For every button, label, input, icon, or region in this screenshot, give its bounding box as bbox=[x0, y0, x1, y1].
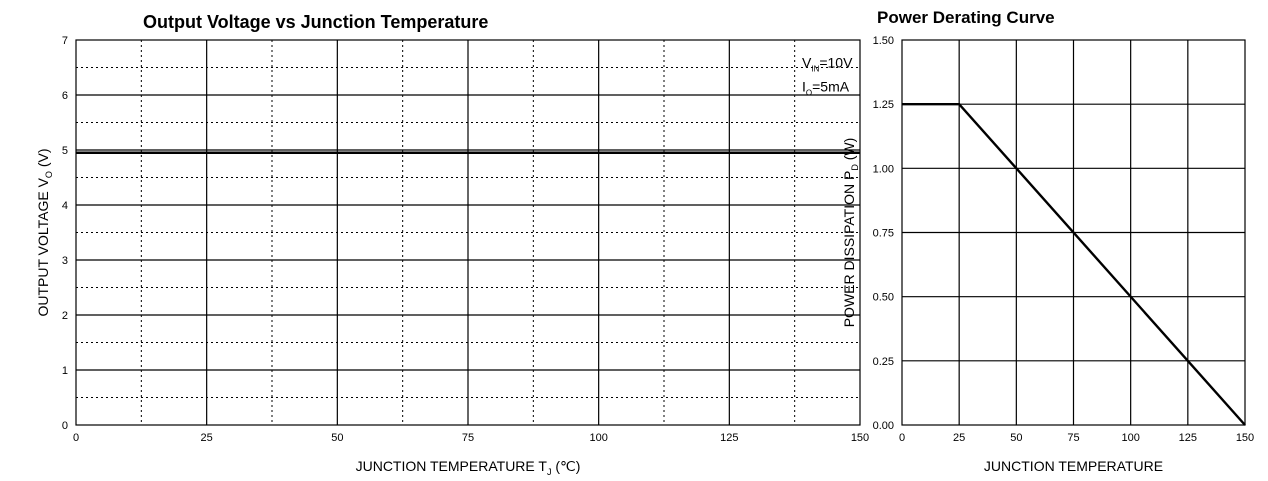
data-line-power-derating bbox=[902, 102, 1246, 426]
x-axis-label: JUNCTION TEMPERATURE TJ (℃) bbox=[356, 458, 581, 477]
plot-frame bbox=[901, 39, 1246, 426]
x-tick-label: 125 bbox=[720, 432, 738, 444]
y-tick-label: 4 bbox=[62, 200, 68, 212]
x-tick-label: 100 bbox=[1121, 432, 1139, 444]
x-tick-label: 0 bbox=[899, 432, 905, 444]
y-tick-label: 0.25 bbox=[873, 356, 894, 368]
y-tick-label: 2 bbox=[62, 310, 68, 322]
x-tick-label: 25 bbox=[953, 432, 965, 444]
y-tick-label: 1.25 bbox=[873, 99, 894, 111]
y-axis-label: POWER DISSIPATION PD (W) bbox=[841, 138, 860, 328]
y-tick-label: 7 bbox=[62, 35, 68, 47]
condition-annotation: IO=5mA bbox=[802, 79, 850, 98]
y-tick-label: 1 bbox=[62, 365, 68, 377]
y-tick-label: 0.50 bbox=[873, 292, 894, 304]
x-tick-label: 100 bbox=[589, 432, 607, 444]
plot-frame bbox=[75, 39, 861, 426]
chart-title-derating: Power Derating Curve bbox=[877, 8, 1055, 27]
y-tick-label: 1.00 bbox=[873, 163, 894, 175]
condition-annotation: VIN=10V bbox=[802, 55, 853, 74]
y-tick-label: 3 bbox=[62, 255, 68, 267]
y-tick-label: 0.75 bbox=[873, 228, 894, 240]
voltage-chart: 0 1 2 3 4 5 6 7 0 25 50 75 100 125 150 VIN=10V IO=5mA JUN… bbox=[35, 35, 869, 477]
y-tick-label: 6 bbox=[62, 90, 68, 102]
y-tick-label: 1.50 bbox=[873, 35, 894, 47]
x-tick-label: 50 bbox=[1010, 432, 1022, 444]
x-axis-label: JUNCTION TEMPERATURE bbox=[984, 458, 1163, 474]
x-tick-label: 25 bbox=[201, 432, 213, 444]
y-tick-label: 0 bbox=[62, 420, 68, 432]
x-tick-label: 0 bbox=[73, 432, 79, 444]
derating-chart: 0.00 0.25 0.50 0.75 1.00 1.25 1.50 0 25 50 75 100 12… bbox=[841, 35, 1254, 474]
x-tick-label: 75 bbox=[462, 432, 474, 444]
x-tick-label: 50 bbox=[331, 432, 343, 444]
y-tick-label: 0.00 bbox=[873, 420, 894, 432]
x-tick-label: 75 bbox=[1067, 432, 1079, 444]
y-tick-label: 5 bbox=[62, 145, 68, 157]
y-axis-label: OUTPUT VOLTAGE VO (V) bbox=[35, 148, 54, 316]
x-tick-label: 150 bbox=[1236, 432, 1254, 444]
x-tick-label: 125 bbox=[1179, 432, 1197, 444]
x-tick-label: 150 bbox=[851, 432, 869, 444]
chart-title-voltage: Output Voltage vs Junction Temperature bbox=[143, 12, 489, 32]
